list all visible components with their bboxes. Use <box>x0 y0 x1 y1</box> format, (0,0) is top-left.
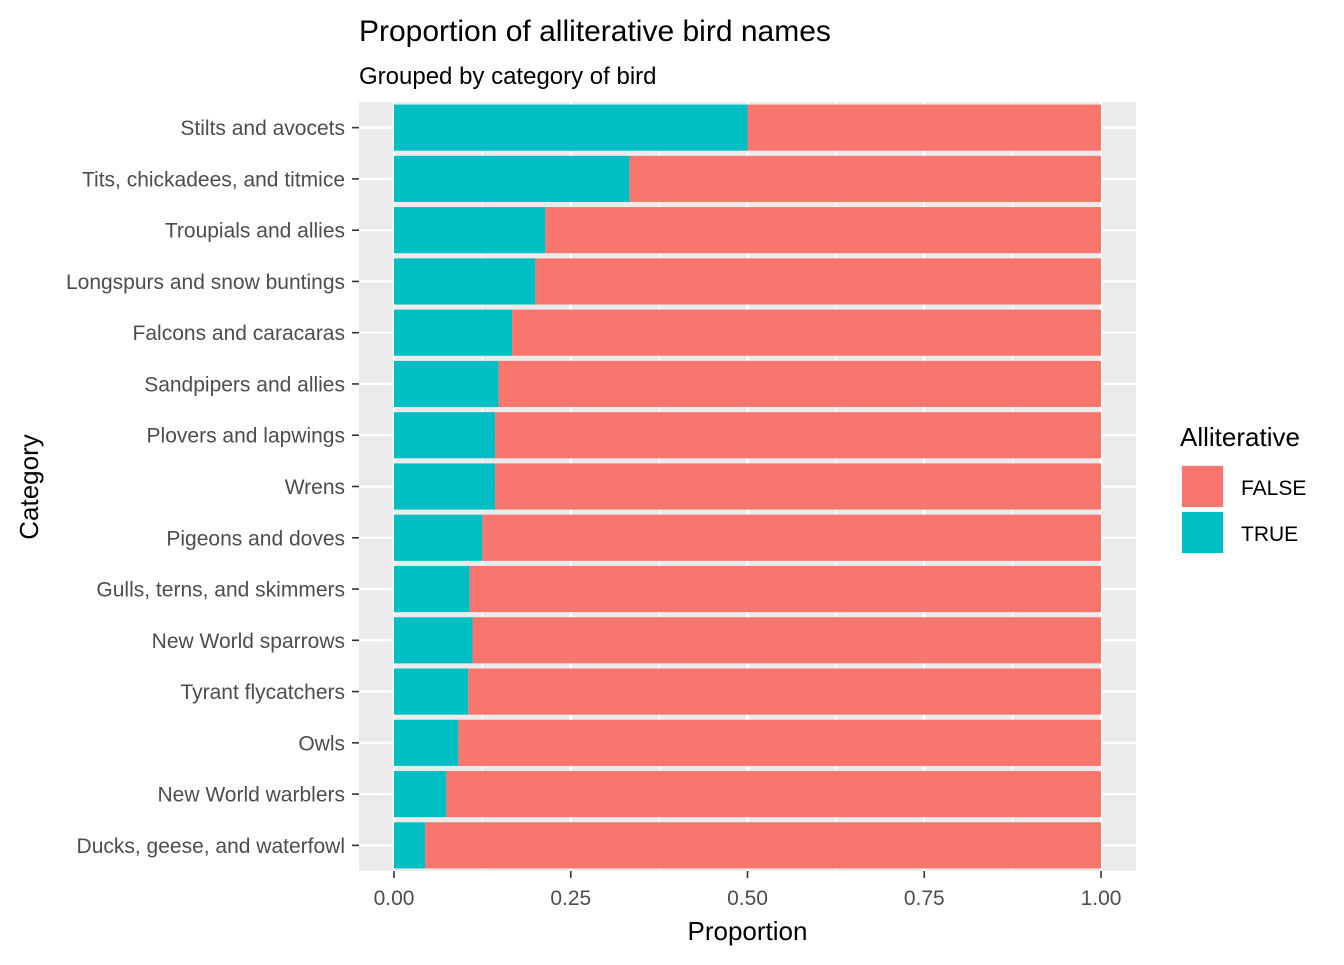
bar-false <box>498 360 1101 408</box>
bar-true <box>394 412 496 459</box>
bar-true <box>394 514 483 561</box>
bar-false <box>495 463 1101 510</box>
bar-true <box>394 207 546 254</box>
legend-label: FALSE <box>1241 477 1306 500</box>
x-tick-label: 0.50 <box>727 887 768 910</box>
bar-true <box>394 104 748 151</box>
bar-true <box>394 668 469 715</box>
y-tick-label: Sandpipers and allies <box>144 373 345 396</box>
bar-false <box>458 719 1101 766</box>
bar-false <box>469 565 1101 613</box>
bars <box>394 104 1101 869</box>
y-tick-label: Falcons and caracaras <box>133 322 345 345</box>
y-tick-label: New World sparrows <box>152 630 345 653</box>
legend-label: TRUE <box>1241 523 1298 546</box>
x-axis-title: Proportion <box>688 916 808 946</box>
bar-true <box>394 309 513 356</box>
bar-true <box>394 771 447 818</box>
bar-false <box>629 155 1101 202</box>
bar-true <box>394 617 473 664</box>
y-tick-label: Longspurs and snow buntings <box>66 271 345 294</box>
bar-true <box>394 822 426 869</box>
y-tick-label: Tyrant flycatchers <box>180 681 345 704</box>
bar-false <box>545 207 1101 254</box>
legend-swatch <box>1182 512 1223 553</box>
x-tick-label: 0.00 <box>374 887 415 910</box>
y-tick-label: Troupials and allies <box>165 220 345 243</box>
bar-false <box>482 514 1101 561</box>
bar-true <box>394 155 630 202</box>
bar-false <box>495 412 1101 459</box>
bar-true <box>394 719 459 766</box>
y-tick-label: Gulls, terns, and skimmers <box>96 579 345 602</box>
x-tick-label: 0.75 <box>904 887 945 910</box>
x-axis: 0.00 0.25 0.50 0.75 1.00 <box>374 871 1122 910</box>
bar-true <box>394 463 496 510</box>
chart-title: Proportion of alliterative bird names <box>359 15 831 48</box>
y-tick-label: Wrens <box>285 476 345 499</box>
legend: Alliterative FALSE TRUE <box>1180 422 1306 554</box>
y-axis: Stilts and avocets Tits, chickadees, and … <box>66 117 359 858</box>
bar-false <box>446 771 1101 818</box>
bar-true <box>394 565 470 613</box>
legend-title: Alliterative <box>1180 422 1300 452</box>
legend-swatch <box>1182 466 1223 507</box>
bar-true <box>394 258 536 305</box>
y-axis-title: Category <box>14 434 44 540</box>
bar-false <box>535 258 1101 305</box>
x-tick-label: 1.00 <box>1081 887 1122 910</box>
y-tick-label: New World warblers <box>158 784 346 807</box>
y-tick-label: Owls <box>298 732 345 755</box>
chart-subtitle: Grouped by category of bird <box>359 63 657 90</box>
bar-false <box>747 104 1101 151</box>
bar-true <box>394 360 499 408</box>
bar-false <box>425 822 1101 869</box>
y-tick-label: Pigeons and doves <box>166 527 345 550</box>
y-tick-label: Ducks, geese, and waterfowl <box>77 835 345 858</box>
bar-false <box>512 309 1101 356</box>
bar-false <box>472 617 1101 664</box>
y-tick-label: Stilts and avocets <box>180 117 345 140</box>
y-tick-label: Tits, chickadees, and titmice <box>82 168 345 191</box>
x-tick-label: 0.25 <box>550 887 591 910</box>
bar-false <box>468 668 1101 715</box>
y-tick-label: Plovers and lapwings <box>147 425 345 448</box>
